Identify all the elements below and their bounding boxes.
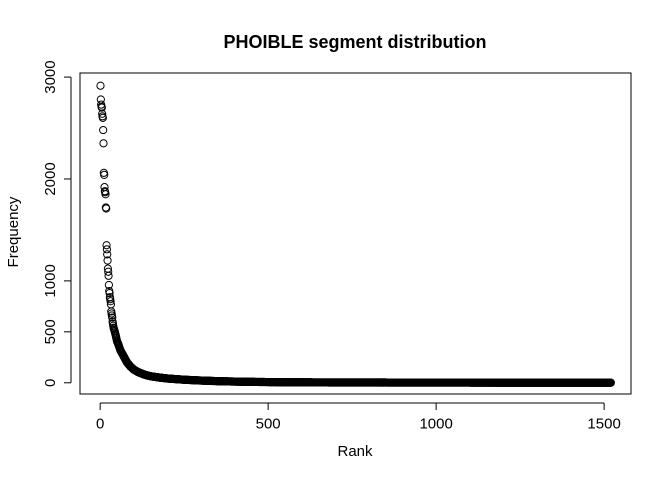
x-tick-label: 1000 bbox=[419, 415, 452, 432]
data-point bbox=[98, 109, 107, 118]
x-tick-label: 1500 bbox=[587, 415, 620, 432]
data-point bbox=[106, 297, 115, 306]
data-point bbox=[97, 103, 106, 112]
data-point bbox=[104, 271, 113, 280]
data-point bbox=[99, 139, 108, 148]
x-tick-label: 500 bbox=[256, 415, 281, 432]
data-points bbox=[96, 81, 615, 387]
data-point bbox=[606, 378, 615, 387]
plot-frame bbox=[79, 72, 632, 395]
y-tick-label: 2000 bbox=[42, 162, 59, 195]
data-point bbox=[96, 81, 105, 90]
y-tick-label: 1000 bbox=[42, 264, 59, 297]
y-axis: 0 500 1000 2000 3000 bbox=[42, 60, 72, 387]
data-point bbox=[102, 245, 111, 254]
data-point bbox=[98, 113, 107, 122]
y-tick-label: 0 bbox=[42, 379, 59, 387]
data-point bbox=[105, 289, 114, 298]
data-point bbox=[102, 204, 111, 213]
y-tick-label: 3000 bbox=[42, 60, 59, 93]
data-point bbox=[108, 313, 117, 322]
chart-title: PHOIBLE segment distribution bbox=[223, 32, 486, 52]
y-axis-label: Frequency bbox=[5, 196, 22, 267]
data-point bbox=[102, 241, 111, 250]
x-axis: 0 500 1000 1500 bbox=[96, 402, 621, 432]
x-axis-label: Rank bbox=[337, 443, 373, 460]
data-point bbox=[103, 250, 112, 259]
data-point bbox=[101, 190, 110, 199]
data-point bbox=[100, 170, 109, 180]
y-tick-label: 500 bbox=[42, 319, 59, 344]
data-point bbox=[104, 267, 113, 276]
data-point bbox=[103, 256, 112, 265]
data-point bbox=[99, 125, 108, 135]
data-point bbox=[104, 280, 113, 290]
x-tick-label: 0 bbox=[96, 415, 104, 432]
